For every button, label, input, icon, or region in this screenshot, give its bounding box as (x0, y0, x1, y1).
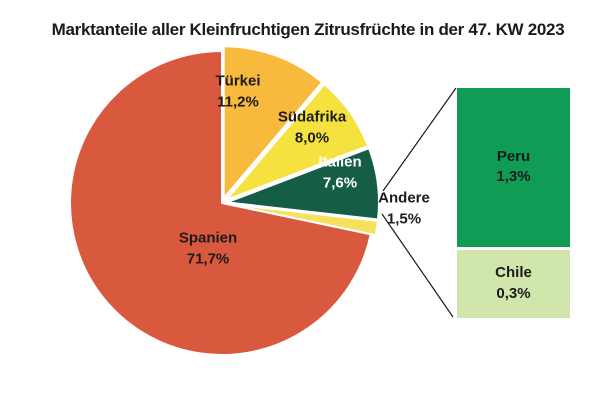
pie-label-suedafrika-value: 8,0% (294, 129, 330, 146)
pie-label-spanien: Spanien 71,7% (179, 228, 237, 269)
pie-slice-tuerkei (222, 45, 324, 200)
pie-slice-italien (225, 147, 380, 221)
bar-label-peru-value: 1,3% (496, 168, 531, 186)
pie-label-italien-value: 7,6% (322, 174, 358, 191)
pie-slice-spanien (69, 50, 372, 356)
breakout-bar: Peru 1,3% Chile 0,3% (457, 88, 570, 318)
pie-label-tuerkei: Türkei 11,2% (215, 71, 260, 112)
pie-label-spanien-name: Spanien (178, 229, 238, 247)
chart-title: Marktanteile aller Kleinfruchtigen Zitru… (51, 20, 565, 39)
pie-label-andere-name: Andere (378, 189, 430, 207)
connector-line-top (382, 87, 457, 192)
pie-label-tuerkei-name: Türkei (215, 72, 261, 90)
bar-label-chile-name: Chile (495, 264, 532, 282)
bar-label-peru-name: Peru (496, 147, 531, 165)
pie-slice-suedafrika (225, 83, 370, 202)
pie-label-suedafrika: Südafrika 8,0% (278, 107, 346, 148)
pie-label-suedafrika-name: Südafrika (277, 108, 347, 126)
connector-line-bottom (381, 213, 454, 318)
bar-segment-peru: Peru 1,3% (457, 88, 570, 247)
pie-label-italien: Italien 7,6% (318, 152, 361, 193)
pie-label-italien-name: Italien (318, 153, 362, 171)
bar-label-peru: Peru 1,3% (496, 147, 530, 188)
pie-label-andere: Andere 1,5% (378, 188, 430, 229)
pie-label-spanien-value: 71,7% (186, 250, 230, 267)
pie-slices (69, 45, 380, 356)
pie-label-tuerkei-value: 11,2% (217, 93, 259, 110)
bar-segment-chile: Chile 0,3% (457, 249, 570, 318)
pie-label-andere-value: 1,5% (386, 210, 422, 227)
bar-label-chile: Chile 0,3% (495, 263, 532, 304)
bar-label-chile-value: 0,3% (496, 284, 531, 302)
